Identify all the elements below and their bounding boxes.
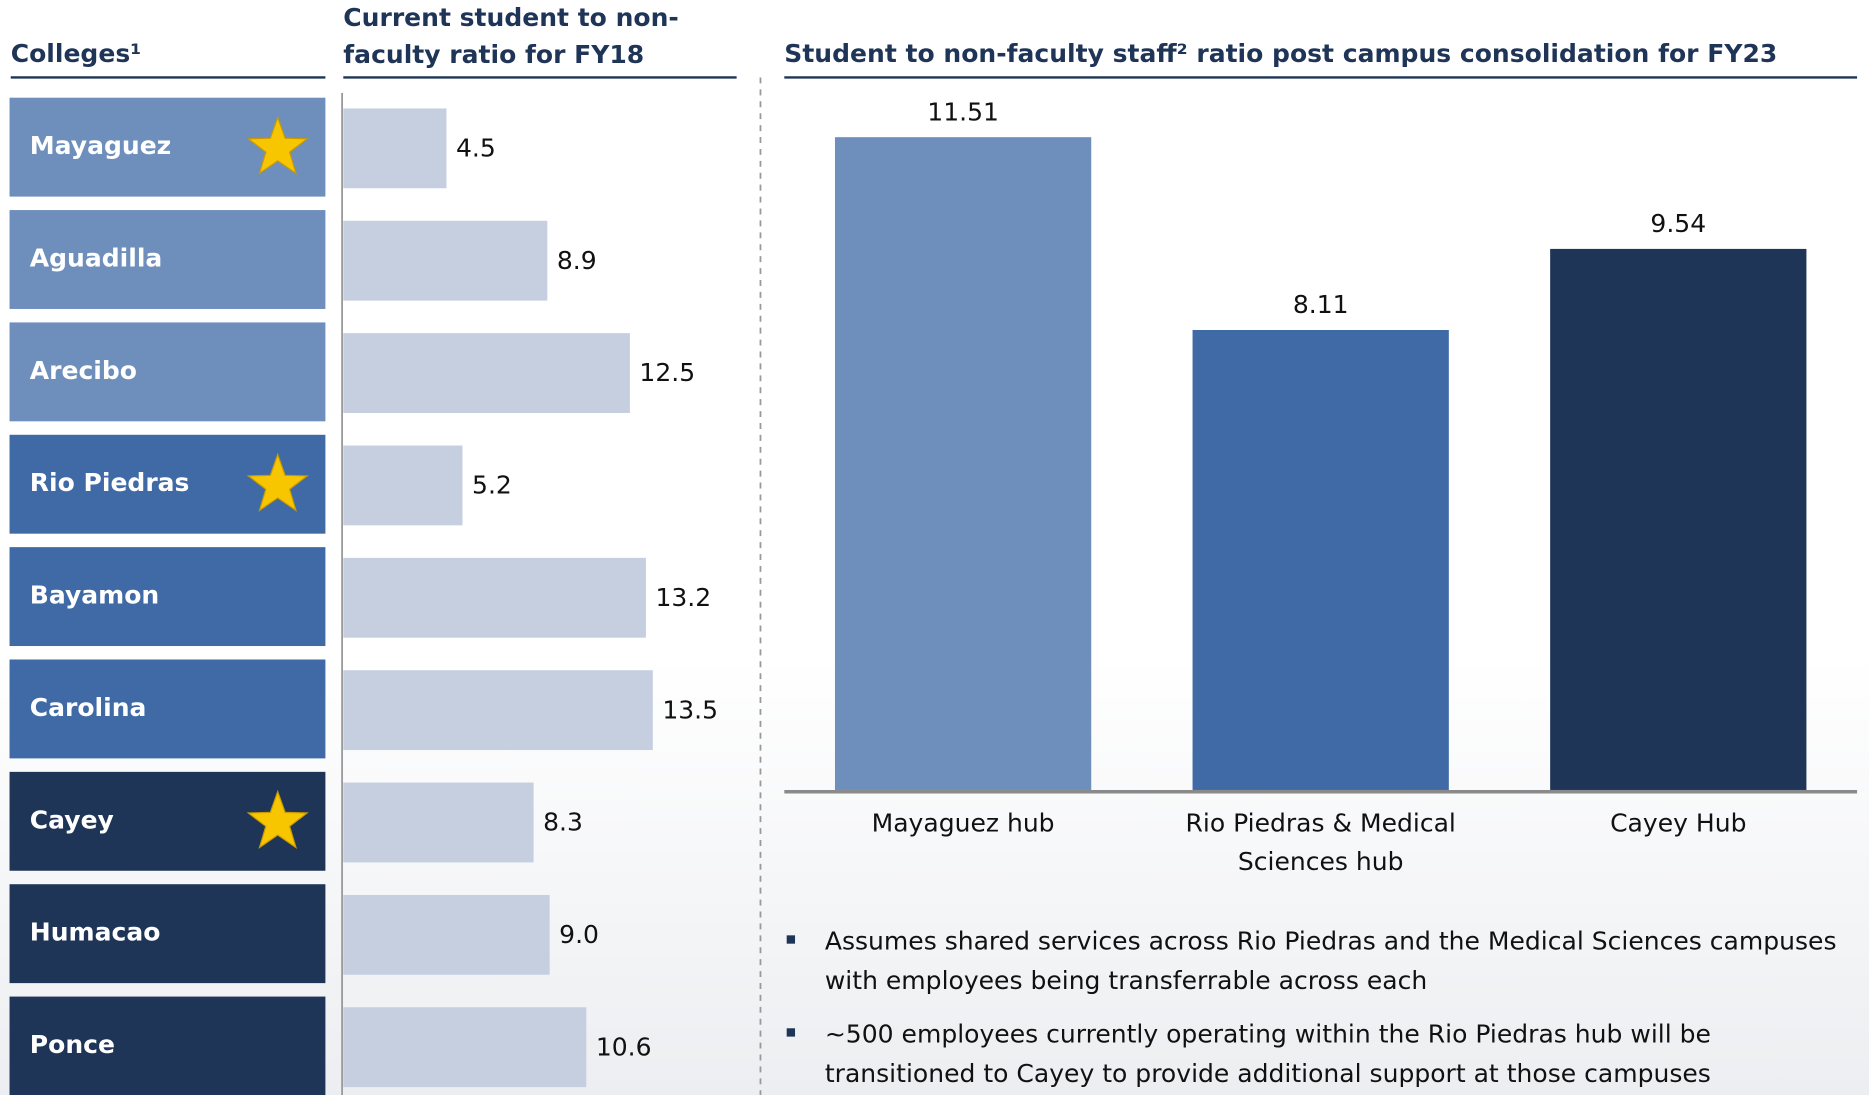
category-box: [9, 884, 326, 984]
star-icon: [246, 452, 309, 512]
bullet: [786, 935, 796, 944]
category-label: Arecibo: [30, 356, 137, 385]
category-label: Mayaguez: [30, 131, 171, 160]
bar: [343, 557, 646, 638]
value-label: 8.9: [557, 246, 597, 275]
bar: [343, 670, 653, 751]
bar: [1192, 330, 1449, 790]
category-label: Rio Piedras: [30, 468, 190, 497]
chart-title: Student to non-faculty staff² ratio post…: [784, 39, 1778, 68]
category-label: Humacao: [30, 918, 161, 947]
value-label: 8.11: [1293, 290, 1349, 319]
value-label: 9.0: [559, 920, 599, 949]
bar: [343, 782, 534, 863]
x-tick-label: Rio Piedras & Medical Sciences hub: [1185, 809, 1456, 876]
bar: [343, 1007, 587, 1088]
x-tick-label: Cayey Hub: [1610, 809, 1747, 838]
category-header: Colleges¹: [10, 39, 142, 68]
bar: [343, 333, 630, 413]
star-icon: [246, 789, 309, 849]
bar: [834, 137, 1092, 790]
bar: [343, 445, 463, 526]
value-label: 8.3: [543, 808, 583, 837]
bar: [343, 108, 447, 189]
category-box: [9, 210, 326, 309]
bar: [1550, 248, 1807, 790]
bullet: [786, 1028, 796, 1037]
star-icon: [246, 115, 309, 175]
category-box: [9, 547, 326, 647]
value-label: 4.5: [456, 134, 496, 163]
category-label: Ponce: [30, 1030, 115, 1059]
category-box: [9, 996, 326, 1095]
value-label: 13.2: [655, 583, 711, 612]
note-text: Assumes shared services across Rio Piedr…: [824, 926, 1837, 995]
value-label: 10.6: [596, 1032, 652, 1061]
value-label: 13.5: [662, 695, 718, 724]
category-box: [9, 322, 326, 422]
category-box: [9, 659, 326, 759]
category-label: Bayamon: [30, 581, 159, 610]
category-label: Aguadilla: [30, 244, 162, 273]
category-label: Carolina: [30, 693, 147, 722]
value-label: 12.5: [639, 358, 695, 387]
bar: [343, 220, 548, 301]
value-label: 9.54: [1650, 209, 1706, 238]
note-text: ~500 employees currently operating withi…: [824, 1019, 1711, 1088]
category-label: Cayey: [30, 805, 114, 834]
x-tick-label: Mayaguez hub: [871, 809, 1055, 838]
chart-title: Current student to non-faculty ratio for…: [343, 3, 679, 70]
bar: [343, 894, 550, 975]
value-label: 5.2: [472, 471, 512, 500]
value-label: 11.51: [927, 97, 999, 126]
